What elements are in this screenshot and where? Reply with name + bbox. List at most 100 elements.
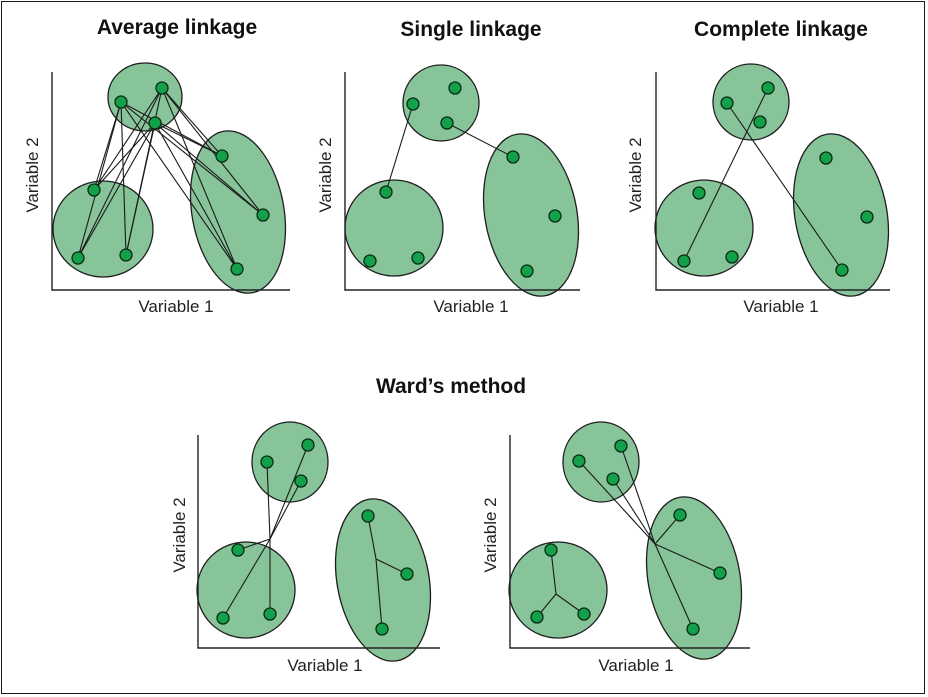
cluster-ward-b-2 [508, 541, 608, 639]
linkage-line-ward-a-7 [367, 515, 377, 560]
x-axis-label-single: Variable 1 [433, 297, 509, 316]
data-point-single-8 [548, 209, 562, 223]
data-point-average-1 [114, 95, 128, 109]
linkage-line-average-7 [93, 87, 163, 191]
cluster-ward-a-3 [334, 498, 432, 662]
data-point-ward-b-5 [530, 610, 544, 624]
cluster-single-2 [344, 179, 444, 277]
linkage-line-ward-b-9 [654, 543, 694, 630]
cluster-average-1 [107, 62, 183, 132]
linkage-line-ward-b-8 [654, 543, 721, 574]
data-point-complete-4 [692, 186, 706, 200]
data-point-ward-b-6 [577, 607, 591, 621]
linkage-line-average-17 [120, 101, 238, 270]
data-point-ward-a-2 [301, 438, 315, 452]
linkage-line-complete-1 [683, 87, 769, 262]
linkage-line-ward-b-1 [550, 549, 557, 595]
linkage-line-ward-b-6 [612, 478, 656, 545]
data-point-ward-b-7 [673, 508, 687, 522]
panel-title-single: Single linkage [400, 18, 542, 41]
axes-single [344, 72, 580, 291]
x-axis-label-ward-b: Variable 1 [598, 656, 674, 675]
data-point-ward-b-9 [686, 622, 700, 636]
linkage-line-ward-a-9 [375, 558, 383, 630]
data-point-ward-b-8 [713, 566, 727, 580]
linkage-line-single-1 [385, 103, 414, 193]
linkage-line-ward-a-2 [269, 444, 309, 540]
data-point-complete-6 [725, 250, 739, 264]
axes-average [51, 72, 290, 291]
linkage-line-average-6 [77, 87, 163, 259]
data-point-single-2 [448, 81, 462, 95]
data-point-complete-8 [860, 210, 874, 224]
linkage-line-ward-a-1 [266, 461, 271, 540]
linkage-line-average-11 [77, 122, 156, 259]
data-point-complete-5 [677, 254, 691, 268]
data-point-average-4 [87, 183, 101, 197]
section-title-ward: Ward’s method [375, 375, 527, 398]
data-point-average-7 [215, 149, 229, 163]
data-point-complete-7 [819, 151, 833, 165]
linkage-line-average-13 [93, 122, 156, 191]
data-point-ward-a-5 [216, 611, 230, 625]
data-point-ward-a-9 [375, 622, 389, 636]
linkage-line-average-2 [93, 101, 122, 191]
linkage-line-ward-a-5 [222, 538, 271, 619]
data-point-single-6 [411, 251, 425, 265]
linkage-line-average-14 [154, 122, 264, 216]
cluster-complete-3 [792, 133, 890, 297]
data-point-ward-a-1 [260, 455, 274, 469]
axes-ward-a [197, 435, 440, 649]
data-point-single-3 [440, 116, 454, 130]
cluster-average-3 [189, 130, 287, 294]
linkage-line-single-2 [446, 122, 514, 158]
data-point-ward-a-6 [263, 607, 277, 621]
linkage-line-average-5 [120, 101, 264, 216]
panel-title-average: Average linkage [96, 16, 258, 39]
linkage-line-complete-2 [726, 102, 843, 271]
data-point-complete-9 [835, 263, 849, 277]
data-point-ward-b-2 [614, 439, 628, 453]
panel-title-complete: Complete linkage [694, 18, 868, 41]
cluster-ward-b-3 [645, 496, 743, 660]
data-point-ward-a-7 [361, 509, 375, 523]
data-point-complete-3 [753, 115, 767, 129]
data-point-average-9 [230, 262, 244, 276]
x-axis-label-average: Variable 1 [138, 297, 214, 316]
linkage-line-average-4 [120, 101, 223, 157]
data-point-average-5 [71, 251, 85, 265]
x-axis-label-complete: Variable 1 [743, 297, 819, 316]
linkage-line-average-1 [77, 101, 122, 259]
data-point-ward-b-1 [572, 454, 586, 468]
linkage-line-average-12 [125, 122, 156, 256]
x-axis-label-ward-a: Variable 1 [287, 656, 363, 675]
data-point-average-8 [256, 208, 270, 222]
data-point-average-2 [155, 81, 169, 95]
linkage-line-average-10 [161, 87, 238, 270]
data-point-ward-a-3 [294, 474, 308, 488]
cluster-ward-a-2 [196, 541, 296, 639]
axes-complete [655, 72, 890, 291]
linkage-line-average-9 [161, 87, 223, 157]
linkage-line-ward-a-3 [269, 480, 302, 540]
cluster-average-2 [52, 180, 154, 278]
linkage-line-ward-b-5 [620, 445, 656, 545]
data-point-single-9 [520, 264, 534, 278]
cluster-single-3 [482, 133, 580, 297]
linkage-line-average-18 [154, 122, 223, 157]
data-point-single-5 [363, 254, 377, 268]
linkage-line-ward-b-4 [578, 460, 656, 545]
data-point-ward-a-4 [231, 543, 245, 557]
data-point-average-3 [148, 116, 162, 130]
axes-ward-b [509, 435, 750, 649]
data-point-single-1 [406, 97, 420, 111]
data-point-ward-b-3 [606, 472, 620, 486]
data-point-average-6 [119, 248, 133, 262]
data-point-ward-b-4 [544, 543, 558, 557]
data-point-complete-2 [761, 81, 775, 95]
data-point-complete-1 [720, 96, 734, 110]
data-point-ward-a-8 [400, 567, 414, 581]
data-point-single-7 [506, 150, 520, 164]
linkage-line-average-15 [154, 122, 238, 270]
